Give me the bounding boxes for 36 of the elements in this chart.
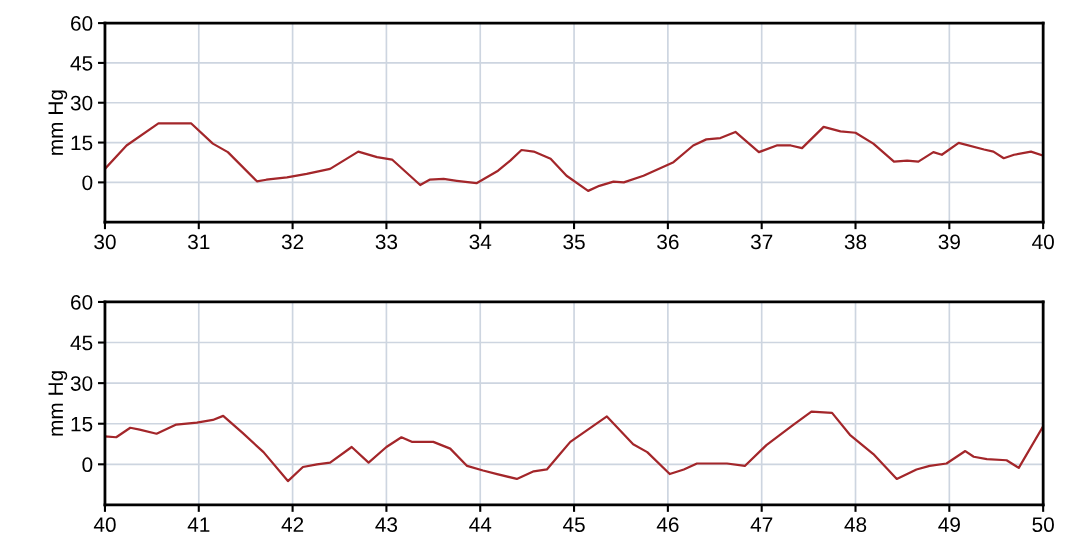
y-tick-label: 45 <box>70 56 93 71</box>
x-tick-label: 35 <box>563 234 585 250</box>
x-tick-label: 36 <box>657 234 679 250</box>
x-tick-label: 45 <box>562 517 585 533</box>
y-axis-title: mm Hg <box>48 371 68 436</box>
x-tick-label: 34 <box>469 234 492 250</box>
y-tick-label: 15 <box>71 416 93 432</box>
y-axis-title: mm Hg <box>48 90 68 155</box>
x-tick-label: 33 <box>375 234 398 250</box>
x-tick-label: 40 <box>1032 234 1054 250</box>
x-tick-label: 40 <box>93 517 116 533</box>
x-tick-label: 48 <box>844 517 867 533</box>
x-tick-label: 47 <box>750 517 773 532</box>
x-tick-label: 43 <box>375 517 398 533</box>
y-tick-label: 15 <box>71 135 93 151</box>
y-tick-label: 45 <box>70 335 93 351</box>
y-tick-label: 60 <box>71 294 93 310</box>
y-tick-label: 0 <box>82 457 93 473</box>
y-tick-label: 30 <box>70 376 93 391</box>
x-tick-label: 44 <box>469 517 492 532</box>
x-tick-label: 39 <box>938 234 960 250</box>
x-tick-label: 37 <box>750 234 773 250</box>
y-tick-label: 30 <box>70 95 93 111</box>
x-tick-label: 30 <box>94 234 116 250</box>
x-tick-label: 38 <box>844 234 867 250</box>
y-tick-label: 0 <box>82 175 93 191</box>
line-series <box>104 122 1044 192</box>
line-series <box>104 410 1044 483</box>
x-tick-label: 50 <box>1032 517 1054 533</box>
x-tick-label: 32 <box>281 234 304 250</box>
x-tick-label: 42 <box>281 517 304 532</box>
x-tick-label: 31 <box>187 234 210 250</box>
x-tick-label: 46 <box>656 517 679 533</box>
x-tick-label: 41 <box>187 517 210 532</box>
y-tick-label: 60 <box>71 16 93 31</box>
x-tick-label: 49 <box>938 517 960 533</box>
